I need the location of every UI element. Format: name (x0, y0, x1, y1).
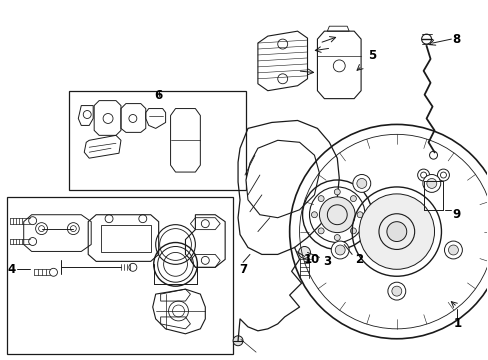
Circle shape (352, 175, 370, 192)
Bar (69, 91, 245, 190)
Text: 3: 3 (323, 255, 331, 268)
Text: 4: 4 (8, 263, 16, 276)
Circle shape (387, 282, 405, 300)
Circle shape (311, 212, 317, 218)
Circle shape (335, 245, 345, 255)
Circle shape (319, 197, 354, 233)
Circle shape (298, 247, 310, 258)
Circle shape (386, 222, 406, 242)
Circle shape (233, 336, 243, 346)
Polygon shape (245, 140, 319, 218)
Bar (7, 197, 233, 354)
Bar (101, 225, 150, 252)
Text: 6: 6 (154, 89, 163, 102)
Circle shape (330, 241, 348, 259)
Text: 1: 1 (452, 318, 461, 330)
Circle shape (318, 195, 324, 202)
Circle shape (422, 175, 440, 192)
Circle shape (334, 235, 340, 240)
Circle shape (356, 212, 362, 218)
Circle shape (356, 179, 366, 188)
Circle shape (318, 228, 324, 234)
Text: 5: 5 (367, 49, 375, 63)
Circle shape (426, 179, 436, 188)
Circle shape (350, 195, 356, 202)
Circle shape (447, 245, 457, 255)
Circle shape (444, 241, 462, 259)
Circle shape (334, 189, 340, 195)
Text: 2: 2 (354, 253, 363, 266)
Circle shape (358, 194, 434, 269)
Text: 7: 7 (239, 263, 246, 276)
Circle shape (350, 228, 356, 234)
Text: 8: 8 (451, 33, 460, 46)
Text: 9: 9 (451, 208, 460, 221)
Circle shape (391, 286, 401, 296)
Text: 10: 10 (303, 253, 319, 266)
